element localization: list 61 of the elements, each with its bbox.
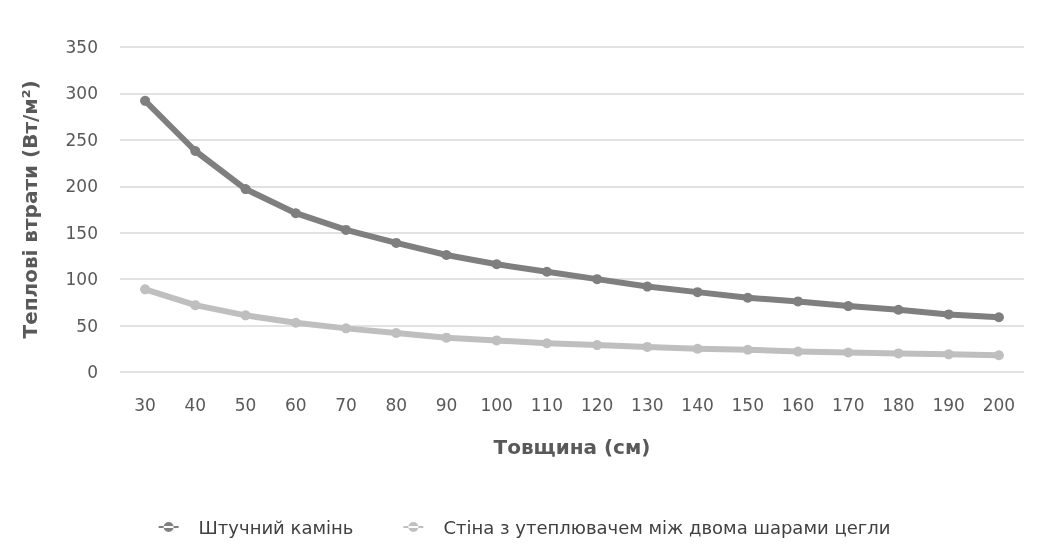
x-tick-label: 60	[284, 394, 307, 415]
x-tick-label: 110	[530, 394, 564, 415]
point	[943, 349, 954, 360]
point	[541, 266, 552, 277]
x-tick-label: 190	[932, 394, 965, 415]
x-tick-label: 150	[731, 394, 764, 415]
point	[290, 317, 301, 328]
point	[290, 208, 301, 219]
x-tick-label: 40	[184, 394, 207, 415]
point	[742, 344, 753, 355]
point	[692, 287, 703, 298]
point	[240, 184, 251, 195]
point	[742, 292, 753, 303]
x-axis-title: Товщина (см)	[493, 435, 651, 459]
point	[943, 309, 954, 320]
x-tick-label: 120	[580, 394, 614, 415]
point	[793, 346, 803, 357]
legend-label: Штучний камінь	[198, 516, 354, 538]
point	[240, 310, 251, 321]
y-tick-label: 250	[65, 129, 98, 150]
point	[341, 323, 351, 334]
point	[843, 347, 854, 358]
point	[190, 300, 201, 311]
point	[441, 250, 452, 260]
point	[341, 224, 351, 235]
x-tick-label: 180	[882, 394, 915, 415]
point	[692, 343, 703, 354]
point	[391, 328, 402, 338]
y-tick-label: 200	[65, 176, 98, 197]
y-tick-label: 100	[65, 269, 98, 290]
point	[140, 95, 151, 106]
y-tick-label: 150	[65, 222, 98, 243]
y-tick-label: 0	[87, 362, 98, 382]
x-tick-label: 160	[781, 394, 815, 415]
point	[893, 304, 904, 315]
y-axis-title: Теплові втрати (Вт/м²)	[18, 80, 42, 339]
x-tick-label: 90	[435, 394, 458, 415]
point	[491, 335, 502, 346]
y-tick-label: 50	[76, 315, 98, 336]
x-tick-label: 130	[631, 394, 664, 415]
point	[592, 274, 603, 285]
point	[793, 296, 803, 307]
point	[893, 348, 904, 359]
x-tick-label: 70	[335, 394, 357, 415]
point	[491, 259, 502, 270]
y-tick-label: 350	[65, 37, 98, 57]
point	[843, 301, 854, 312]
x-tick-label: 80	[385, 394, 408, 415]
point	[140, 284, 151, 295]
point	[391, 237, 402, 248]
x-tick-label: 50	[234, 394, 257, 415]
point	[642, 281, 653, 292]
x-tick-label: 30	[134, 394, 156, 415]
point	[190, 146, 201, 156]
x-tick-label: 200	[982, 394, 1016, 415]
x-tick-label: 170	[832, 394, 865, 415]
x-tick-label: 100	[480, 394, 513, 415]
x-tick-label: 140	[681, 394, 714, 415]
point	[441, 332, 452, 343]
y-tick-label: 300	[65, 83, 98, 104]
legend-label: Стіна з утеплювачем між двома шарами цегли	[443, 516, 891, 538]
